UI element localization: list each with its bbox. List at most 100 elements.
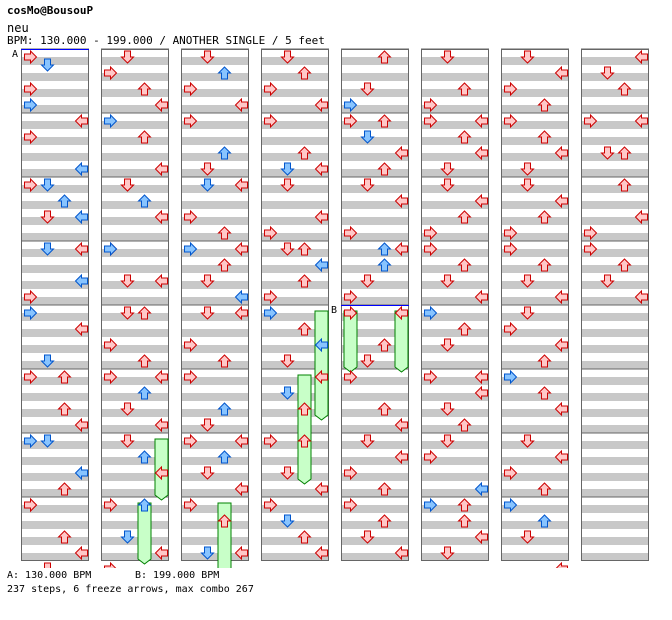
step-arrow	[280, 162, 295, 176]
step-arrow	[234, 305, 248, 321]
step-arrow	[377, 258, 392, 272]
step-arrow	[634, 289, 648, 305]
step-arrow	[280, 50, 295, 64]
beat-stripe	[501, 489, 569, 497]
step-arrow	[137, 498, 152, 512]
beat-stripe	[101, 553, 169, 561]
beat-stripe	[181, 169, 249, 177]
beat-stripe	[501, 329, 569, 337]
beat-stripe	[421, 153, 489, 161]
beat-stripe	[101, 425, 169, 433]
step-arrow	[24, 305, 38, 321]
beat-stripe	[581, 169, 649, 177]
beat-stripe	[261, 169, 329, 177]
step-arrow	[120, 402, 135, 416]
beat-stripe	[21, 329, 89, 337]
step-arrow	[264, 289, 278, 305]
song-title: neu	[7, 21, 29, 35]
beat-stripe	[261, 537, 329, 545]
step-arrow	[40, 354, 55, 368]
beat-stripe	[21, 217, 89, 225]
beat-stripe	[261, 105, 329, 113]
beat-stripe	[21, 297, 89, 305]
beat-stripe	[341, 89, 409, 97]
step-arrow	[554, 289, 568, 305]
beat-stripe	[21, 249, 89, 257]
beat-stripe	[261, 505, 329, 513]
beat-stripe	[181, 249, 249, 257]
beat-stripe	[261, 393, 329, 401]
artist-title: cosMo@BousouP	[7, 4, 94, 17]
step-arrow	[40, 242, 55, 256]
beat-stripe	[581, 185, 649, 193]
bpm-a-legend: A: 130.000 BPM	[7, 570, 92, 581]
beat-stripe	[421, 105, 489, 113]
step-arrow	[297, 66, 312, 80]
beat-stripe	[181, 553, 249, 561]
step-arrow	[297, 322, 312, 336]
beat-stripe	[341, 57, 409, 65]
step-arrow	[520, 50, 535, 64]
beat-stripe	[421, 217, 489, 225]
beat-stripe	[421, 185, 489, 193]
beat-stripe	[181, 457, 249, 465]
step-arrow	[344, 225, 358, 241]
beat-stripe	[181, 217, 249, 225]
beat-stripe	[181, 233, 249, 241]
beat-stripe	[101, 153, 169, 161]
freeze-arrow	[394, 310, 409, 373]
beat-stripe	[341, 393, 409, 401]
beat-stripe	[261, 313, 329, 321]
step-arrow	[184, 81, 198, 97]
step-arrow	[24, 497, 38, 513]
step-arrow	[217, 450, 232, 464]
step-arrow	[474, 113, 488, 129]
beat-stripe	[421, 121, 489, 129]
beat-stripe	[341, 249, 409, 257]
step-arrow	[137, 194, 152, 208]
beat-stripe	[341, 201, 409, 209]
step-arrow	[504, 225, 518, 241]
step-arrow	[154, 369, 168, 385]
beat-stripe	[421, 57, 489, 65]
step-arrow	[74, 545, 88, 561]
beat-stripe	[261, 473, 329, 481]
beat-stripe	[341, 233, 409, 241]
beat-stripe	[501, 185, 569, 193]
step-arrow	[74, 417, 88, 433]
step-arrow	[360, 274, 375, 288]
step-arrow	[137, 306, 152, 320]
beat-stripe	[261, 137, 329, 145]
step-arrow	[120, 530, 135, 544]
step-arrow	[634, 113, 648, 129]
step-arrow	[184, 209, 198, 225]
step-arrow	[474, 193, 488, 209]
beat-stripe	[21, 537, 89, 545]
beat-stripe	[261, 553, 329, 561]
beat-stripe	[181, 137, 249, 145]
step-arrow	[24, 177, 38, 193]
step-arrow	[234, 481, 248, 497]
step-arrow	[537, 258, 552, 272]
beat-stripe	[581, 57, 649, 65]
beat-stripe	[261, 457, 329, 465]
step-arrow	[297, 146, 312, 160]
beat-stripe	[341, 297, 409, 305]
step-arrow	[264, 497, 278, 513]
step-arrow	[184, 433, 198, 449]
step-arrow	[554, 145, 568, 161]
beat-stripe	[21, 153, 89, 161]
beat-stripe	[101, 441, 169, 449]
step-arrow	[600, 66, 615, 80]
beat-stripe	[21, 169, 89, 177]
beat-stripe	[341, 265, 409, 273]
step-arrow	[24, 129, 38, 145]
beat-stripe	[501, 473, 569, 481]
beat-stripe	[181, 425, 249, 433]
step-arrow	[120, 306, 135, 320]
beat-stripe	[101, 185, 169, 193]
step-arrow	[457, 514, 472, 528]
freeze-arrow	[343, 310, 358, 373]
beat-stripe	[101, 217, 169, 225]
column-border	[501, 49, 569, 561]
